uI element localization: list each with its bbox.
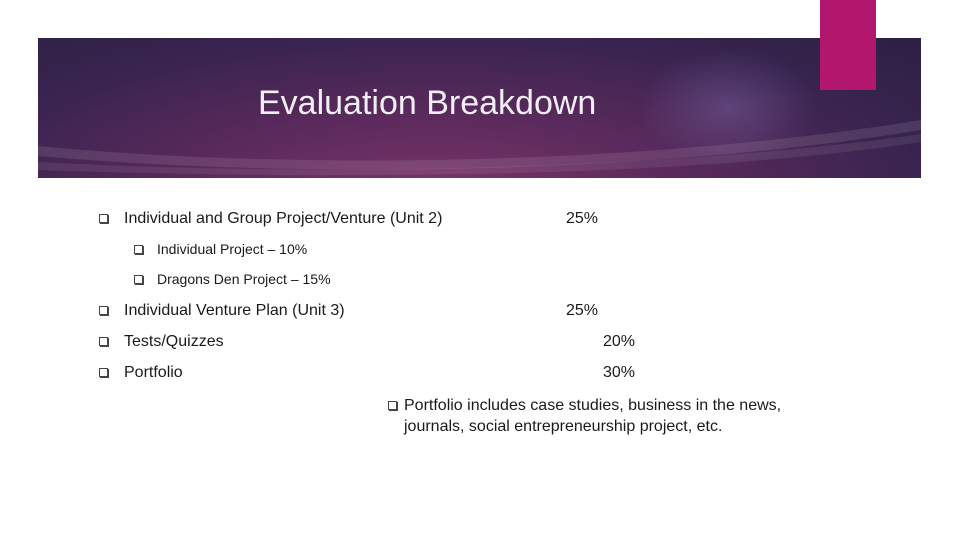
item-venture-plan: Individual Venture Plan (Unit 3) [124, 302, 345, 319]
item-tests-quizzes-percent: 20% [603, 333, 636, 350]
banner-glow [638, 48, 818, 168]
item-portfolio: Portfolio [124, 364, 183, 381]
subitem-dragons-den: Dragons Den Project – 15% [157, 271, 331, 287]
portfolio-note: Portfolio includes case studies, busines… [404, 397, 782, 435]
banner-swoosh [38, 120, 921, 176]
checkbox-bullet-icon [99, 368, 108, 377]
item-group-project-percent: 25% [566, 210, 599, 227]
subitem-individual-project: Individual Project – 10% [157, 241, 308, 257]
slide-title: Evaluation Breakdown [258, 84, 597, 122]
item-venture-plan-percent: 25% [566, 302, 599, 319]
checkbox-bullet-icon [99, 337, 108, 346]
checkbox-bullet-icon [134, 245, 143, 254]
checkbox-bullet-icon [99, 214, 108, 223]
item-tests-quizzes: Tests/Quizzes [124, 333, 224, 350]
item-group-project: Individual and Group Project/Venture (Un… [124, 210, 443, 227]
checkbox-bullet-icon [388, 401, 397, 410]
checkbox-bullet-icon [99, 306, 108, 315]
title-banner [38, 38, 921, 178]
accent-tab [820, 0, 876, 90]
checkbox-bullet-icon [134, 275, 143, 284]
item-portfolio-percent: 30% [603, 364, 636, 381]
